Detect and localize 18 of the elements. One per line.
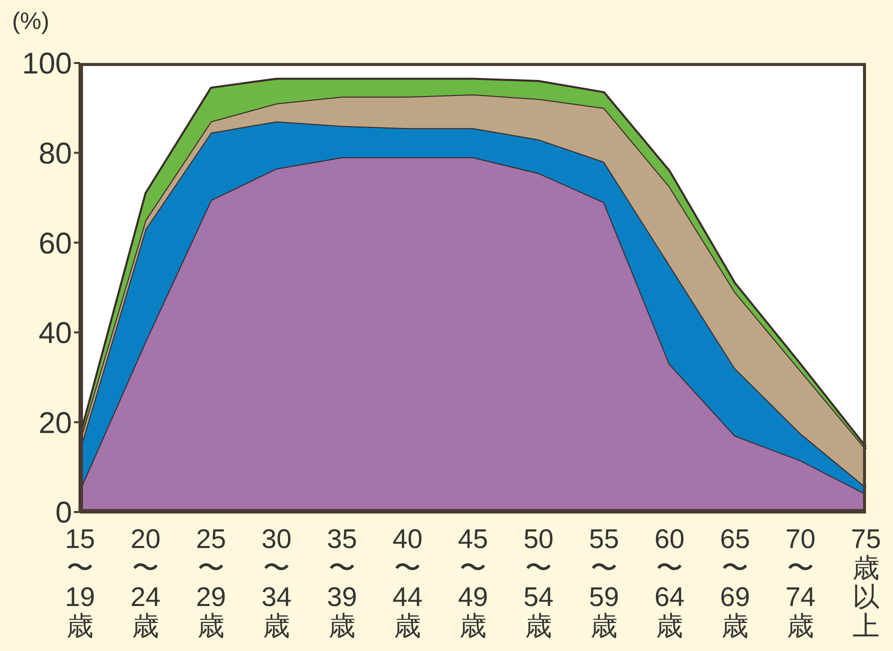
- x-tick-label: 20〜24歳: [130, 524, 161, 641]
- y-tick-label: 40: [38, 317, 72, 350]
- x-tick-label: 40〜44歳: [392, 524, 423, 641]
- x-tick-label: 50〜54歳: [523, 524, 554, 641]
- x-tick-label: 60〜64歳: [654, 524, 685, 641]
- y-tick-label: 80: [38, 137, 72, 170]
- x-tick-label: 30〜34歳: [261, 524, 292, 641]
- x-tick-label: 55〜59歳: [588, 524, 620, 641]
- x-tick-label: 35〜39歳: [326, 524, 358, 641]
- x-tick-label: 75歳以上: [850, 524, 882, 641]
- y-axis-title: (%): [12, 8, 50, 36]
- y-tick-label: 20: [38, 406, 72, 440]
- y-tick-label: 100: [22, 48, 72, 81]
- x-tick-label: 70〜74歳: [785, 524, 816, 641]
- x-tick-label: 65〜69歳: [720, 524, 750, 641]
- x-tick-label: 25〜29歳: [196, 524, 226, 641]
- x-tick-label: 45〜49歳: [458, 524, 488, 641]
- y-tick-label: 60: [38, 227, 72, 260]
